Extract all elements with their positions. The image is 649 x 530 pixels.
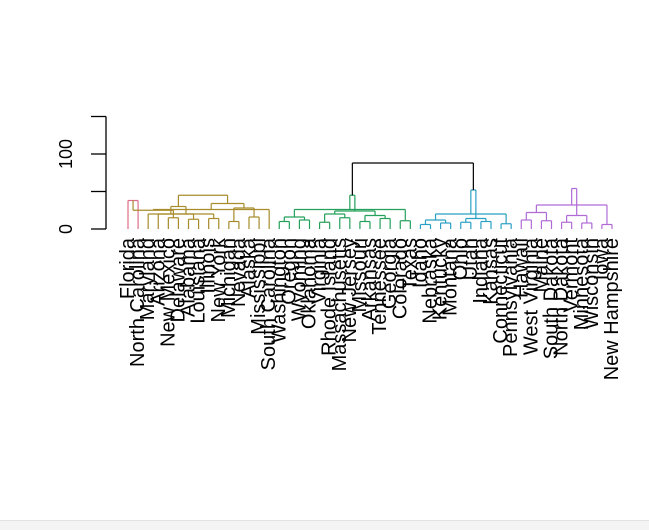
leaf-label: Virginia bbox=[309, 237, 331, 304]
leaf-label: Indiana bbox=[470, 237, 492, 303]
leaf-label: Maine bbox=[530, 238, 552, 292]
leaf-label: North Carolina bbox=[127, 237, 149, 367]
leaf-label: Louisiana bbox=[188, 237, 210, 324]
leaf-label: Mississippi bbox=[248, 238, 270, 335]
leaf-label: Hawaii bbox=[510, 238, 532, 298]
leaf-label: North Dakota bbox=[551, 237, 573, 356]
leaf-label: Alabama bbox=[178, 237, 200, 317]
leaf-label: Tennessee bbox=[369, 238, 391, 335]
dendrogram-tree bbox=[127, 162, 613, 229]
leaf-label: New Hampshire bbox=[601, 238, 623, 380]
leaf-label: Kentucky bbox=[430, 238, 452, 320]
leaf-label: Iowa bbox=[591, 237, 613, 280]
leaf-label: Florida bbox=[117, 237, 139, 299]
leaf-label: Idaho bbox=[409, 238, 431, 288]
leaf-label: Washington bbox=[268, 238, 290, 343]
leaf-label: New York bbox=[208, 237, 230, 322]
leaf-label: Oklahoma bbox=[299, 237, 321, 329]
leaf-label: Wyoming bbox=[288, 238, 310, 321]
leaf-label: South Dakota bbox=[541, 237, 563, 359]
leaf-label: Delaware bbox=[167, 238, 189, 322]
y-tick-label: 0 bbox=[56, 224, 76, 234]
leaf-label: Vermont bbox=[561, 238, 583, 313]
leaf-label: Georgia bbox=[379, 237, 401, 309]
leaf-label: New Jersey bbox=[339, 238, 361, 342]
y-axis: 0 100 bbox=[56, 115, 107, 234]
horizontal-scrollbar[interactable] bbox=[0, 520, 649, 530]
leaf-label: Nebraska bbox=[420, 237, 442, 323]
leaf-label: Kansas bbox=[480, 238, 502, 305]
leaf-label: New Mexico bbox=[157, 238, 179, 347]
leaf-label: West Virginia bbox=[520, 237, 542, 355]
leaf-label: South Carolina bbox=[258, 237, 280, 370]
leaf-label: Texas bbox=[399, 238, 421, 290]
leaf-label: Maryland bbox=[137, 238, 159, 320]
leaf-label: Oregon bbox=[278, 238, 300, 305]
leaf-label: Massachusetts bbox=[329, 238, 351, 371]
leaf-label: Arizona bbox=[147, 237, 169, 306]
y-tick-label: 100 bbox=[56, 139, 76, 169]
leaf-label: Arkansas bbox=[359, 238, 381, 321]
leaf-label: Utah bbox=[460, 238, 482, 280]
leaf-label: Illinois bbox=[198, 238, 220, 294]
leaf-label: Nevada bbox=[228, 237, 250, 307]
leaf-label: Rhode Island bbox=[319, 238, 341, 356]
leaf-label: Colorado bbox=[389, 238, 411, 319]
leaf-label: Missouri bbox=[349, 238, 371, 312]
leaf-label: Connecticut bbox=[490, 238, 512, 344]
leaf-label: Ohio bbox=[450, 238, 472, 280]
leaf-label: Alaska bbox=[238, 237, 260, 298]
leaf-label: Michigan bbox=[218, 238, 240, 318]
leaf-label: Wisconsin bbox=[581, 238, 603, 329]
leaf-label: Montana bbox=[440, 237, 462, 316]
leaf-label: Pennsylvania bbox=[500, 237, 522, 357]
leaf-label: Minnesota bbox=[571, 237, 593, 330]
